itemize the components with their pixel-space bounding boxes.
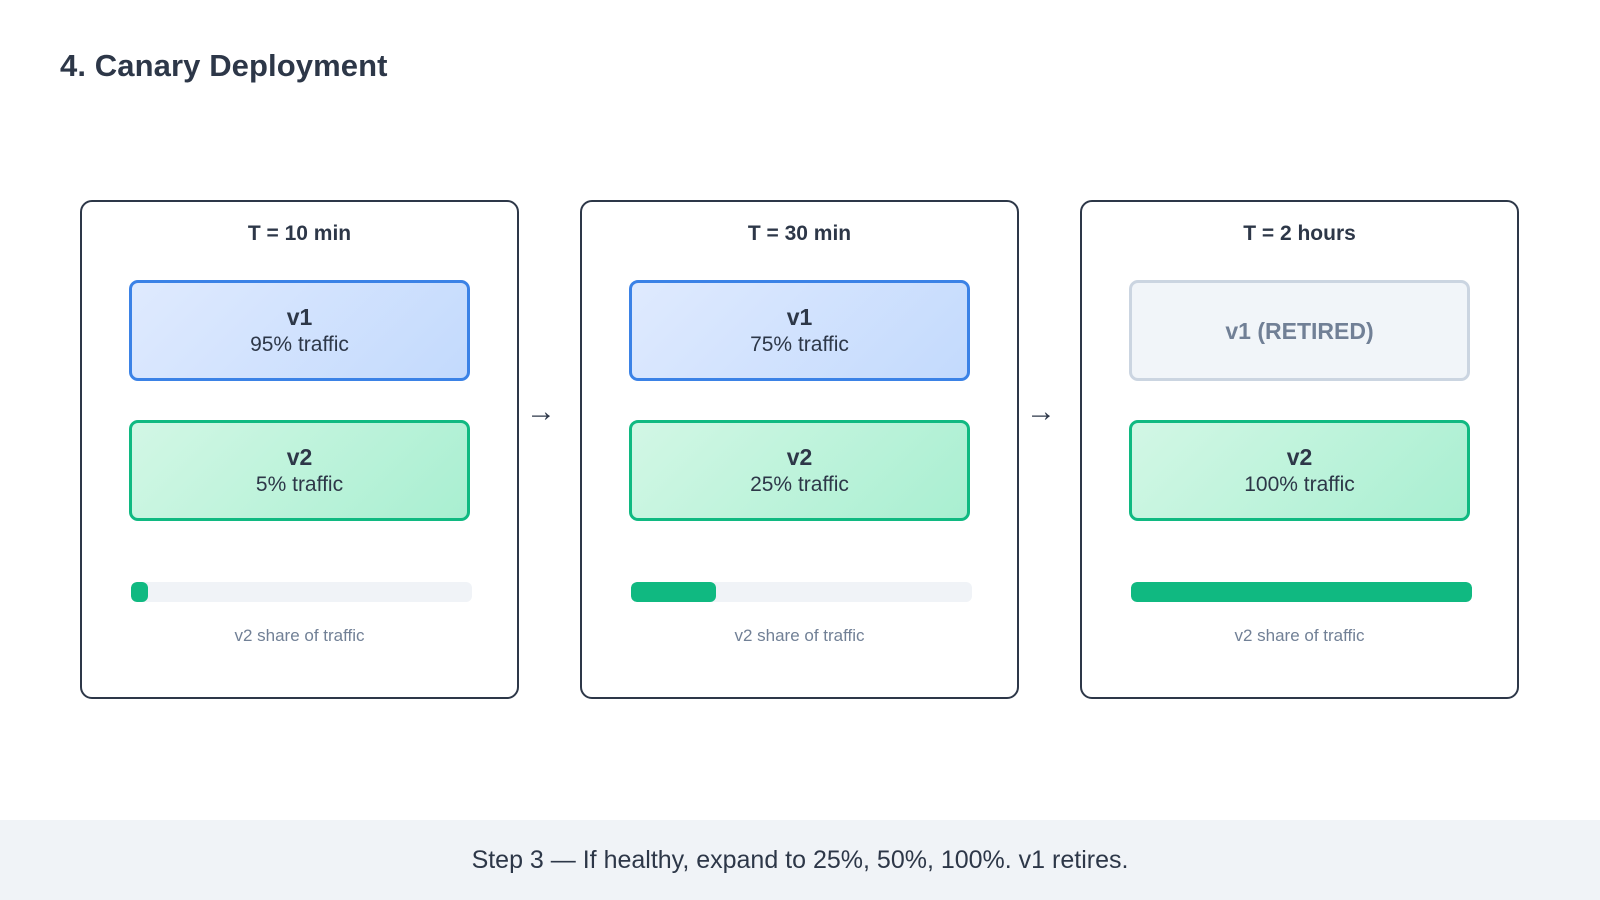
v2-share-progress-fill: [631, 582, 717, 602]
v2-box: v2 100% traffic: [1129, 420, 1470, 521]
v1-box: v1 75% traffic: [629, 280, 970, 381]
page-title: 4. Canary Deployment: [60, 48, 388, 83]
stage-time-label: T = 30 min: [747, 222, 852, 245]
v1-label: v1: [286, 304, 313, 330]
v1-traffic-label: 75% traffic: [750, 333, 849, 356]
v2-box: v2 5% traffic: [129, 420, 470, 521]
v2-share-progress-bar: [631, 582, 972, 602]
stage-time-label: T = 2 hours: [1243, 222, 1356, 245]
v1-box: v1 95% traffic: [129, 280, 470, 381]
right-arrow-icon: →: [1026, 395, 1056, 428]
v1-retired-box: v1 (RETIRED): [1129, 280, 1470, 381]
v2-share-progress-fill: [131, 582, 149, 602]
stage-panel-10-min: T = 10 min v1 95% traffic v2 5% traffic …: [80, 200, 519, 699]
v2-label: v2: [1286, 444, 1313, 470]
footer-step-text: Step 3 — If healthy, expand to 25%, 50%,…: [471, 845, 1129, 874]
v1-retired-label: v1 (RETIRED): [1225, 317, 1374, 344]
right-arrow-icon: →: [526, 395, 556, 428]
v1-traffic-label: 95% traffic: [250, 333, 349, 356]
v2-label: v2: [286, 444, 313, 470]
footer-banner: Step 3 — If healthy, expand to 25%, 50%,…: [0, 820, 1600, 900]
progress-caption: v2 share of traffic: [734, 626, 865, 645]
stage-panel-2-hours: T = 2 hours v1 (RETIRED) v2 100% traffic…: [1080, 200, 1519, 699]
v2-traffic-label: 25% traffic: [750, 473, 849, 496]
v2-share-progress-bar: [1131, 582, 1472, 602]
stage-time-label: T = 10 min: [247, 222, 352, 245]
v2-box: v2 25% traffic: [629, 420, 970, 521]
progress-caption: v2 share of traffic: [234, 626, 365, 645]
v2-label: v2: [786, 444, 813, 470]
progress-caption: v2 share of traffic: [1234, 626, 1365, 645]
v1-label: v1: [786, 304, 813, 330]
v2-traffic-label: 100% traffic: [1244, 473, 1355, 496]
v2-traffic-label: 5% traffic: [255, 473, 344, 496]
v2-share-progress-bar: [131, 582, 472, 602]
v2-share-progress-fill: [1131, 582, 1472, 602]
stage-panel-30-min: T = 30 min v1 75% traffic v2 25% traffic…: [580, 200, 1019, 699]
